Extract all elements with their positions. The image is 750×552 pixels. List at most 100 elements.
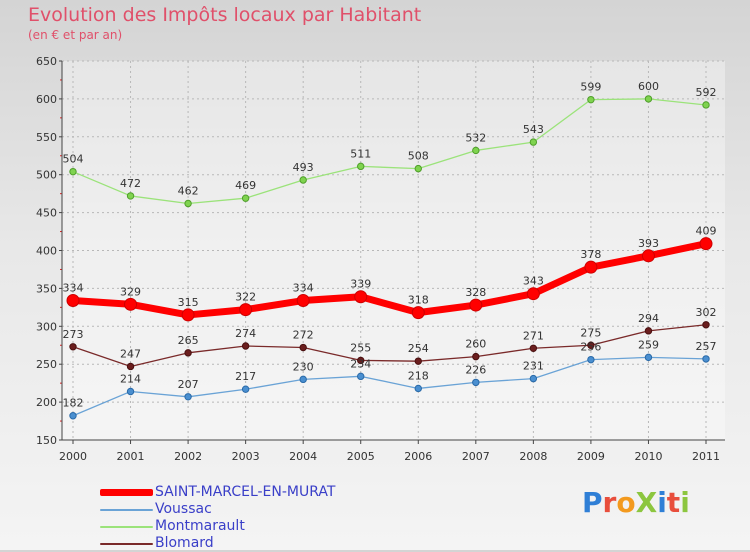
y-tick-label: 650 — [36, 55, 57, 68]
data-point — [414, 384, 422, 393]
legend: SAINT-MARCEL-EN-MURAT Voussac Montmarault B… — [100, 484, 400, 552]
x-tick-label: 2002 — [174, 450, 202, 463]
legend-swatch — [100, 509, 153, 511]
y-tick-label: 300 — [36, 320, 57, 333]
data-label: 255 — [350, 341, 371, 354]
legend-swatch — [100, 526, 153, 528]
data-point — [69, 412, 77, 420]
data-label: 328 — [465, 286, 486, 299]
data-point — [357, 356, 365, 365]
data-point — [354, 290, 368, 304]
legend-swatch — [100, 543, 153, 545]
x-tick-label: 2005 — [347, 450, 375, 463]
data-point — [644, 95, 653, 103]
data-point — [69, 343, 77, 351]
data-label: 230 — [293, 360, 314, 373]
x-tick-label: 2010 — [634, 450, 662, 463]
data-label: 322 — [235, 291, 256, 304]
y-tick-label: 150 — [36, 434, 57, 447]
legend-label: Montmarault — [155, 518, 245, 534]
data-point — [699, 237, 713, 251]
series-line — [72, 356, 707, 417]
y-tick-label: 350 — [36, 282, 57, 295]
data-point — [644, 353, 653, 362]
data-label: 231 — [523, 360, 544, 373]
series-line — [72, 324, 707, 368]
x-tick-label: 2004 — [289, 450, 317, 463]
data-point — [357, 162, 365, 171]
data-point — [184, 393, 192, 401]
y-tick-label: 500 — [36, 169, 57, 182]
data-label: 378 — [580, 248, 601, 261]
data-point — [472, 378, 480, 387]
y-tick-label: 400 — [36, 245, 57, 258]
data-label: 592 — [696, 86, 717, 99]
data-label: 271 — [523, 329, 544, 342]
data-label: 234 — [350, 357, 371, 370]
data-label: 599 — [580, 81, 601, 94]
data-point — [299, 375, 307, 384]
data-point — [641, 249, 655, 263]
x-tick-label: 2011 — [692, 450, 720, 463]
x-tick-label: 2007 — [462, 450, 490, 463]
legend-item: Montmarault — [100, 518, 400, 535]
data-point — [296, 294, 310, 308]
data-label: 532 — [465, 131, 486, 144]
data-point — [702, 355, 710, 363]
legend-swatch — [100, 489, 153, 496]
data-point — [644, 327, 653, 335]
data-label: 182 — [63, 397, 84, 410]
y-tick-label: 450 — [36, 207, 57, 220]
data-point — [184, 199, 192, 208]
series — [66, 95, 713, 420]
data-label: 343 — [523, 275, 544, 288]
data-label: 265 — [178, 334, 199, 347]
data-point — [587, 341, 595, 349]
x-tick-label: 2000 — [59, 450, 87, 463]
series-line — [69, 240, 710, 319]
data-label: 339 — [350, 278, 371, 291]
legend-item: SAINT-MARCEL-EN-MURAT — [100, 484, 400, 501]
data-point — [239, 303, 253, 317]
data-label: 315 — [178, 296, 199, 309]
data-point — [241, 342, 250, 350]
x-tick-label: 2001 — [117, 450, 145, 463]
legend-label: Blomard — [155, 535, 214, 551]
data-point — [702, 321, 710, 329]
data-point — [414, 164, 422, 173]
data-label: 226 — [465, 363, 486, 376]
data-label: 207 — [178, 378, 199, 391]
legend-item: Voussac — [100, 501, 400, 518]
y-tick-label: 600 — [36, 93, 57, 106]
data-point — [529, 344, 538, 352]
data-point — [587, 355, 595, 364]
data-point — [411, 306, 425, 320]
data-label: 247 — [120, 347, 141, 360]
legend-label: Voussac — [155, 501, 212, 517]
data-point — [126, 362, 135, 371]
data-label: 272 — [293, 329, 314, 342]
data-point — [702, 101, 710, 109]
line-chart: 150 200 250 300 350 400 450 500 550 600 650 2000 200… — [36, 55, 725, 463]
data-label: 409 — [696, 225, 717, 238]
data-label: 260 — [465, 338, 486, 351]
data-point — [66, 294, 80, 308]
grid — [62, 60, 725, 441]
data-label: 493 — [293, 161, 314, 174]
data-point — [299, 343, 307, 352]
data-point — [126, 387, 135, 396]
x-tick-label: 2003 — [232, 450, 260, 463]
data-label: 462 — [178, 185, 199, 198]
data-labels: 504 472 462 469 493 511 508 532 543 599 600 592 182 2… — [63, 80, 717, 410]
data-point — [126, 192, 135, 200]
data-point — [357, 372, 365, 381]
data-label: 393 — [638, 237, 659, 250]
chart-subtitle: (en € et par an) — [28, 28, 123, 42]
data-label: 302 — [696, 306, 717, 319]
data-label: 334 — [63, 282, 84, 295]
legend-label: SAINT-MARCEL-EN-MURAT — [155, 484, 336, 500]
data-point — [526, 287, 540, 301]
data-label: 257 — [696, 340, 717, 353]
y-tick-label: 550 — [36, 131, 57, 144]
data-label: 256 — [580, 341, 601, 354]
